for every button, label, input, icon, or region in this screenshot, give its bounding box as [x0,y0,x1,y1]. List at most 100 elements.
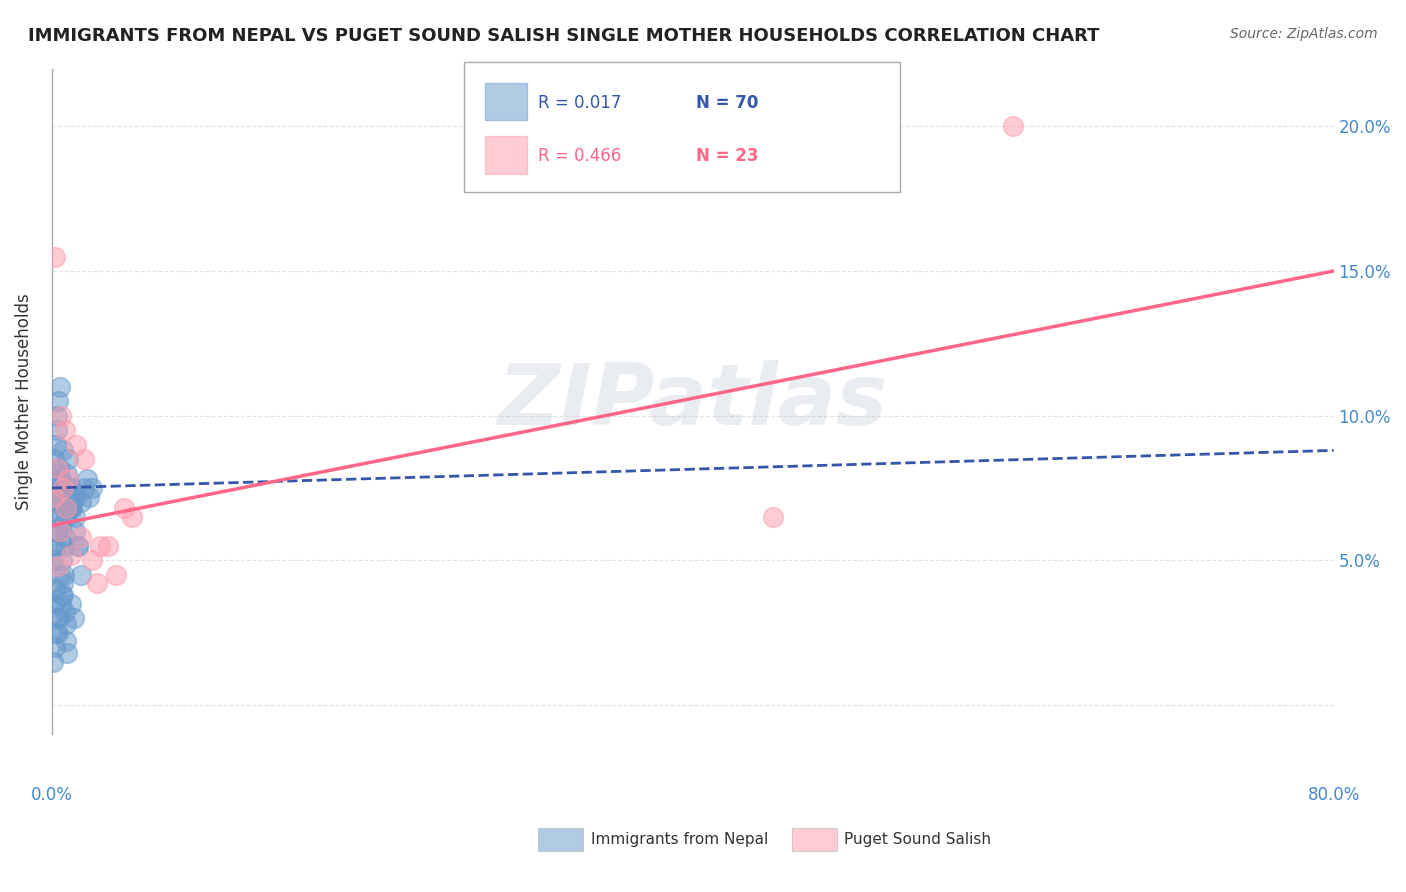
Point [97,539,120,553]
Point [44,539,66,553]
Point [53,423,76,437]
Point [46,510,69,524]
Point [58,501,80,516]
Point [70,567,93,582]
Point [58,481,80,495]
Point [46,409,69,423]
Point [762,510,785,524]
Point [44,640,66,654]
Point [80,481,103,495]
Point [63,524,86,539]
Point [52,443,75,458]
Point [51,409,73,423]
Point [51,553,73,567]
Point [44,467,66,481]
Point [45,460,67,475]
Point [51,490,73,504]
Point [52,588,75,602]
Point [45,539,67,553]
Point [49,597,72,611]
Point [46,524,69,539]
Point [89,539,111,553]
Text: Immigrants from Nepal: Immigrants from Nepal [591,832,768,847]
Point [42,655,65,669]
Point [45,611,67,625]
Point [45,524,67,539]
Point [69,530,91,544]
Point [44,250,66,264]
Point [46,559,69,574]
Point [121,510,143,524]
Point [55,501,77,516]
Text: 80.0%: 80.0% [1308,786,1360,804]
Point [52,567,75,582]
Point [52,481,75,495]
Point [49,380,72,394]
Point [55,634,77,648]
Text: IMMIGRANTS FROM NEPAL VS PUGET SOUND SALISH SINGLE MOTHER HOUSEHOLDS CORRELATION: IMMIGRANTS FROM NEPAL VS PUGET SOUND SAL… [28,27,1099,45]
Point [45,437,67,451]
Point [65,490,87,504]
Point [53,606,76,620]
Point [53,539,76,553]
Point [49,567,72,582]
Point [104,567,127,582]
Point [73,452,96,467]
Y-axis label: Single Mother Households: Single Mother Households [15,293,32,509]
Point [76,472,98,486]
Point [62,490,84,504]
Point [52,576,75,591]
Point [48,625,70,640]
Point [42,481,65,495]
Text: Puget Sound Salish: Puget Sound Salish [844,832,991,847]
Point [59,597,82,611]
Point [73,481,96,495]
Point [44,495,66,509]
Text: N = 23: N = 23 [696,147,758,165]
Point [51,518,73,533]
Point [77,490,100,504]
Point [53,481,76,495]
Point [53,530,76,544]
Point [63,510,86,524]
Point [52,481,75,495]
Point [59,548,82,562]
Point [60,481,83,495]
Point [60,501,83,516]
Point [55,617,77,632]
Text: Source: ZipAtlas.com: Source: ZipAtlas.com [1230,27,1378,41]
Text: R = 0.017: R = 0.017 [538,94,621,112]
Text: 0.0%: 0.0% [31,786,73,804]
Point [56,472,79,486]
Point [45,423,67,437]
Point [56,646,79,660]
Text: ZIPatlas: ZIPatlas [498,359,887,442]
Point [59,501,82,516]
Point [63,611,86,625]
Point [69,495,91,509]
Point [48,460,70,475]
Point [44,582,66,597]
Point [42,510,65,524]
Point [51,588,73,602]
Point [44,490,66,504]
Point [49,524,72,539]
Point [56,452,79,467]
Point [112,501,135,516]
Point [49,472,72,486]
Point [59,490,82,504]
Point [49,472,72,486]
Point [67,539,90,553]
Point [80,553,103,567]
Point [45,625,67,640]
Point [41,553,63,567]
Point [56,467,79,481]
Point [49,495,72,509]
Point [56,495,79,509]
Point [66,539,89,553]
Point [42,597,65,611]
Point [86,576,108,591]
Text: R = 0.466: R = 0.466 [538,147,621,165]
Text: N = 70: N = 70 [696,94,758,112]
Point [46,394,69,409]
